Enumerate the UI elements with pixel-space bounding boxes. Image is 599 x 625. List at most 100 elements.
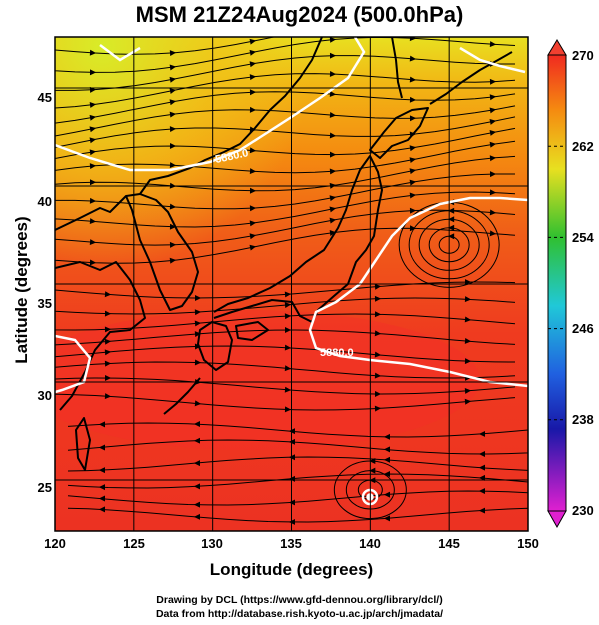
- streamline-arrow: [329, 70, 337, 77]
- streamline-arrow: [169, 111, 177, 118]
- streamline-arrow: [329, 132, 337, 139]
- streamline-arrow: [383, 456, 391, 463]
- streamline-arrow: [489, 155, 497, 162]
- streamline-arrow: [284, 302, 292, 309]
- streamline-arrow: [329, 91, 337, 97]
- streamline-arrow: [249, 89, 257, 96]
- x-tick-label: 150: [517, 536, 539, 551]
- streamline-arrow: [489, 78, 497, 85]
- streamline: [55, 297, 516, 315]
- streamline-arrow: [193, 483, 201, 490]
- streamline-arrow: [383, 433, 391, 440]
- streamline-arrow: [284, 386, 292, 393]
- streamline-arrow: [478, 464, 486, 471]
- streamline-arrow: [169, 162, 177, 169]
- streamline-arrow: [284, 365, 292, 372]
- y-axis-label: Latitude (degrees): [12, 216, 31, 364]
- streamline-arrow: [249, 220, 257, 227]
- chart-title: MSM 21Z24Aug2024 (500.0hPa): [135, 2, 464, 27]
- streamline-arrow: [284, 344, 292, 351]
- streamline-arrow: [409, 76, 417, 83]
- streamline-arrow: [89, 102, 97, 108]
- streamline-arrow: [89, 114, 97, 121]
- streamline-arrow: [89, 49, 97, 56]
- colorbar-top-arrow: [547, 39, 567, 56]
- streamline: [67, 456, 528, 472]
- streamline-arrow: [98, 484, 106, 491]
- streamline-arrow: [249, 147, 257, 154]
- streamline-arrow: [284, 313, 292, 320]
- streamline-arrow: [448, 216, 455, 223]
- streamline-arrow: [194, 309, 202, 316]
- streamline-arrow: [104, 375, 112, 381]
- streamline-arrow: [478, 507, 486, 514]
- streamline-arrow: [464, 358, 472, 365]
- streamline-arrow: [374, 391, 382, 397]
- streamline-arrow: [464, 398, 472, 405]
- streamline-arrow: [409, 225, 417, 232]
- streamline-arrow: [89, 259, 97, 266]
- streamline: [55, 361, 516, 379]
- streamline: [408, 210, 490, 280]
- streamline-arrow: [489, 209, 497, 216]
- streamline-arrow: [448, 224, 455, 231]
- streamline-arrow: [464, 316, 472, 323]
- streamline: [67, 490, 528, 506]
- colorbar: [547, 39, 567, 529]
- streamline-arrow: [329, 206, 337, 213]
- streamline: [55, 345, 516, 363]
- grid-lines: [54, 37, 529, 531]
- streamline-arrow: [478, 488, 486, 495]
- streamline: [438, 235, 460, 254]
- streamline-arrow: [89, 218, 97, 225]
- streamline-arrow: [489, 230, 497, 237]
- streamline: [55, 377, 516, 395]
- streamline-arrow: [89, 126, 97, 133]
- streamline-arrow: [249, 49, 257, 56]
- streamline-arrow: [489, 130, 497, 136]
- geopotential-contours: [55, 37, 528, 506]
- streamline-arrow: [374, 405, 382, 412]
- streamline-arrow: [448, 233, 455, 240]
- x-tick-label: 135: [280, 536, 302, 551]
- streamline-arrow: [374, 351, 382, 358]
- streamline: [67, 473, 528, 489]
- streamline-arrow: [98, 444, 106, 451]
- colorbar-tick-label: 246: [572, 321, 594, 336]
- streamline-arrow: [464, 296, 472, 303]
- streamline-arrow: [193, 513, 201, 520]
- y-tick-label: 40: [37, 194, 52, 209]
- streamline-arrow: [169, 126, 177, 133]
- streamline-arrow: [489, 119, 497, 125]
- streamline-arrow: [193, 501, 201, 508]
- streamline-arrow: [249, 74, 257, 81]
- streamline-arrow: [89, 69, 97, 76]
- streamline-arrow: [249, 205, 257, 212]
- streamline: [398, 201, 500, 288]
- streamline-arrow: [98, 506, 106, 513]
- streamline-arrow: [383, 491, 391, 498]
- streamline: [345, 470, 395, 510]
- streamline-arrow: [89, 197, 97, 204]
- streamline-arrow: [89, 149, 97, 156]
- streamline-arrow: [89, 86, 97, 93]
- streamline-arrow: [249, 38, 257, 45]
- streamline-arrow: [249, 106, 257, 113]
- x-tick-label: 130: [201, 536, 223, 551]
- streamline-arrow: [369, 458, 376, 465]
- streamline-arrow: [194, 400, 202, 407]
- colorbar-tick-label: 262: [572, 139, 594, 154]
- streamline-arrow: [104, 393, 112, 400]
- streamline: [55, 73, 516, 109]
- streamline-arrow: [383, 446, 391, 453]
- streamline: [333, 460, 407, 520]
- streamline-arrow: [193, 437, 201, 444]
- streamline-arrow: [464, 337, 472, 344]
- x-tick-label: 145: [438, 536, 460, 551]
- streamline-arrow: [169, 76, 177, 83]
- streamline-arrow: [169, 50, 177, 57]
- streamline-arrow: [288, 428, 296, 435]
- streamline-arrow: [169, 142, 177, 149]
- streamline-arrow: [409, 145, 417, 152]
